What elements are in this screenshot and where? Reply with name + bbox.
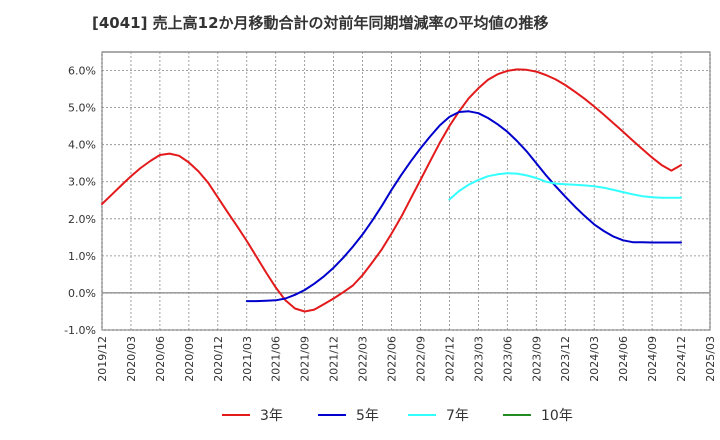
x-tick-label: 2025/03 (704, 336, 717, 382)
x-tick-label: 2021/09 (299, 336, 312, 382)
x-tick-label: 2023/12 (559, 336, 572, 382)
series-line-3年 (101, 68, 682, 313)
legend-label: 7年 (446, 408, 469, 424)
x-tick-label: 2024/06 (617, 336, 630, 382)
x-tick-label: 2024/03 (588, 336, 601, 382)
y-tick-label: -1.0% (64, 324, 96, 337)
x-tick-label: 2023/06 (501, 336, 514, 382)
grid (101, 51, 711, 331)
y-tick-label: 1.0% (68, 250, 96, 263)
series-layer (101, 68, 682, 313)
x-tick-label: 2019/12 (96, 336, 109, 382)
x-tick-label: 2021/03 (241, 336, 254, 382)
x-tick-label: 2022/09 (414, 336, 427, 382)
x-tick-label: 2022/03 (357, 336, 370, 382)
y-tick-label: 4.0% (68, 139, 96, 152)
x-tick-label: 2021/12 (328, 336, 341, 382)
y-tick-label: 6.0% (68, 65, 96, 78)
plot-frame (101, 51, 711, 331)
y-tick-label: 0.0% (68, 287, 96, 300)
legend-label: 3年 (260, 408, 283, 424)
legend: 3年 5年 7年 10年 (222, 408, 573, 424)
legend-label: 5年 (356, 408, 379, 424)
x-tick-label: 2020/12 (212, 336, 225, 382)
x-tick-label: 2023/03 (472, 336, 485, 382)
x-tick-label: 2021/06 (270, 336, 283, 382)
series-line-7年 (448, 172, 682, 201)
chart-title: [4041] 売上高12か月移動合計の対前年同期増減率の平均値の推移 (92, 14, 549, 32)
x-tick-label: 2020/06 (154, 336, 167, 382)
legend-label: 10年 (541, 408, 573, 424)
x-tick-label: 2023/09 (530, 336, 543, 382)
x-tick-label: 2024/12 (675, 336, 688, 382)
y-tick-label: 2.0% (68, 213, 96, 226)
x-tick-label: 2020/09 (183, 336, 196, 382)
x-tick-label: 2024/09 (646, 336, 659, 382)
axes: -1.0% 0.0% 1.0% 2.0% 3.0% 4.0% 5.0% 6.0% 2019/12… (64, 65, 717, 382)
x-tick-label: 2020/03 (125, 336, 138, 382)
series-line-5年 (245, 110, 682, 303)
x-tick-label: 2022/06 (386, 336, 399, 382)
y-tick-label: 5.0% (68, 102, 96, 115)
x-tick-label: 2022/12 (443, 336, 456, 382)
y-tick-label: 3.0% (68, 176, 96, 189)
